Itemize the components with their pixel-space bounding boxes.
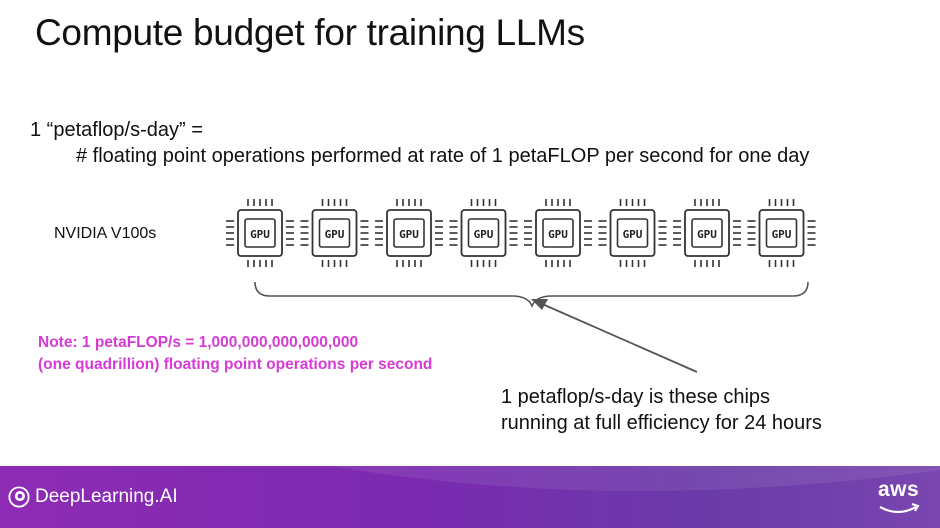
gpu-chip-label: GPU (697, 228, 717, 241)
note-line-2: (one quadrillion) floating point operati… (38, 356, 433, 373)
slide-title: Compute budget for training LLMs (35, 12, 585, 53)
note-text: Note: 1 petaFLOP/s = 1,000,000,000,000,0… (38, 332, 432, 376)
aws-logo-text: aws (878, 478, 920, 501)
curly-brace (254, 281, 809, 309)
gpu-chip-label: GPU (399, 228, 419, 241)
gpu-chip-label: GPU (250, 228, 270, 241)
footer-bar: DeepLearning.AI aws (0, 466, 940, 528)
gpu-row-label: NVIDIA V100s (54, 225, 157, 242)
definition-line-1: 1 “petaflop/s-day” = (30, 119, 203, 141)
caption-line-1: 1 petaflop/s-day is these chips (501, 386, 771, 408)
gpu-chip: GPU (598, 199, 667, 267)
footer-swoosh (330, 466, 940, 492)
pointer-arrow-line (539, 302, 698, 373)
gpu-chip-label: GPU (474, 228, 494, 241)
gpu-chip: GPU (673, 199, 741, 267)
pointer-arrow-head (531, 299, 548, 310)
gpu-chip-label: GPU (325, 228, 345, 241)
caption-line-2: running at full efficiency for 24 hours (501, 412, 822, 434)
gpu-chip: GPU (524, 199, 592, 267)
gpu-chip: GPU (300, 199, 369, 267)
gpu-chip-label: GPU (548, 228, 568, 241)
aws-smile-logo-icon (879, 503, 920, 514)
caption-text: 1 petaflop/s-day is these chips running … (501, 384, 822, 436)
deeplearning-ai-logo-icon (8, 486, 30, 508)
deeplearning-ai-logo: DeepLearning.AI (8, 486, 178, 508)
aws-logo: aws (876, 476, 922, 518)
note-line-1: Note: 1 petaFLOP/s = 1,000,000,000,000,0… (38, 334, 359, 351)
gpu-chip-label: GPU (772, 228, 792, 241)
definition-line-2: # floating point operations performed at… (76, 145, 810, 167)
gpu-chip: GPU (449, 199, 518, 267)
gpu-chip-label: GPU (623, 228, 643, 241)
gpu-chip: GPU (226, 199, 294, 267)
brand-name: DeepLearning.AI (35, 486, 178, 507)
gpu-chip: GPU (747, 199, 816, 267)
gpu-chip: GPU (375, 199, 443, 267)
